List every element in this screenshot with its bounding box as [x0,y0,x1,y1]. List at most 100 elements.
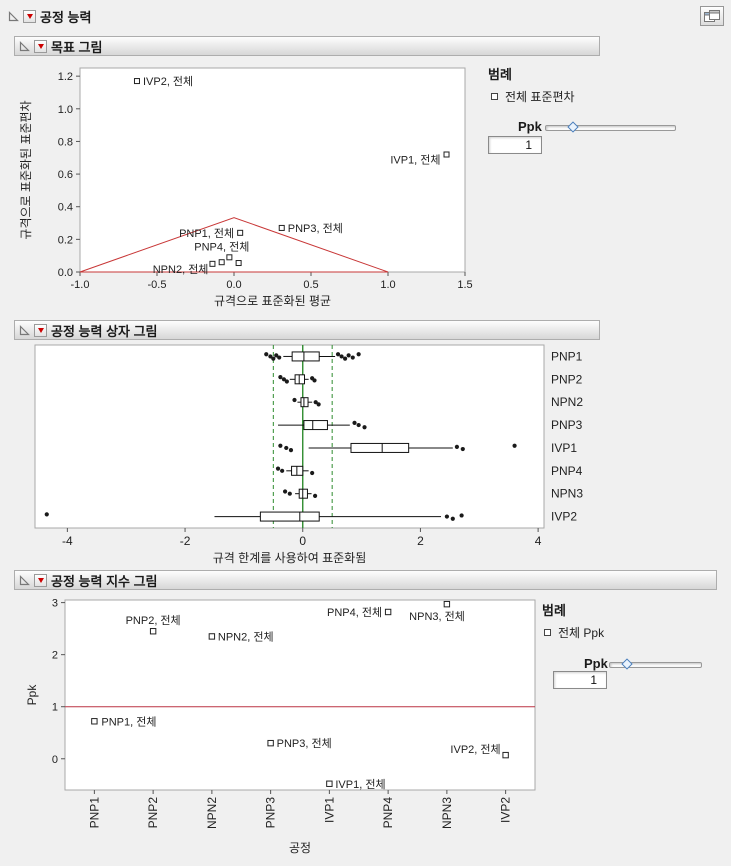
outlier-point[interactable] [312,378,317,383]
outlier-point[interactable] [288,448,294,453]
point-marker-PNP2[interactable] [218,259,225,266]
outlier-point[interactable] [352,420,357,425]
disclosure-triangle-icon[interactable] [19,324,30,336]
ppk-index-plot[interactable]: 0 1 2 3 Ppk PNP1 PNP2 NPN2 PNP3 IVP1 PNP4 NPN3 IVP2 P… [14,592,584,864]
outlier-point[interactable] [271,356,276,361]
point-label-PNP1: PNP1, 전체 [101,715,156,728]
outlier-point[interactable] [44,512,49,517]
y-axis-title: Ppk [25,684,39,706]
y-tick-label: 1 [52,702,58,714]
plot-frame[interactable] [79,67,466,273]
outlier-point[interactable] [362,425,367,430]
plot-frame[interactable] [64,599,536,791]
box-PNP2[interactable] [294,374,306,385]
red-triangle-menu-icon[interactable] [34,323,47,337]
point-marker-PNP1[interactable] [237,229,244,236]
outlier-point[interactable] [316,402,321,407]
point-marker-PNP3[interactable] [278,224,285,231]
outlier-point[interactable] [275,466,281,471]
legend-item-overall-stddev[interactable]: 전체 표준편차 [491,88,575,105]
disclosure-triangle-icon[interactable] [19,40,30,52]
x-tick-label-IVP1: IVP1 [322,797,336,823]
box-IVP1[interactable] [350,442,410,453]
ppk-slider[interactable] [609,657,702,671]
box-NPN2[interactable] [300,397,309,408]
outlier-point[interactable] [313,400,318,405]
red-triangle-menu-icon[interactable] [23,9,36,23]
outlier-point[interactable] [454,444,460,449]
x-tick-label: 4 [535,534,542,548]
point-marker-NPN3[interactable] [443,600,451,608]
capability-box-plot[interactable]: PNP1 PNP2 NPN2 PNP3 IVP1 PNP4 NPN3 IVP2 -4 -2 0 2 4 규… [14,344,584,568]
journal-window-icon[interactable] [700,6,724,26]
outlier-point[interactable] [284,445,289,451]
outlier-point[interactable] [339,354,344,359]
outlier-point[interactable] [346,353,351,358]
outlier-point[interactable] [278,375,283,380]
outlier-point[interactable] [356,422,361,428]
point-marker-IVP1[interactable] [443,151,450,158]
category-label-IVP1: IVP1 [551,441,577,455]
outlier-point[interactable] [287,491,292,496]
outlier-point[interactable] [280,468,285,473]
box-PNP3[interactable] [303,420,328,431]
point-marker-PNP1[interactable] [91,718,98,725]
outlier-point[interactable] [335,352,341,357]
point-marker-PNP4[interactable] [226,254,233,261]
outlier-point[interactable] [282,489,288,494]
point-marker-NPN3[interactable] [235,260,242,267]
point-marker-PNP4[interactable] [384,608,392,616]
point-marker-NPN2[interactable] [209,260,216,267]
outlier-point[interactable] [350,355,355,360]
outlier-point[interactable] [459,513,464,518]
outlier-point[interactable] [277,355,282,360]
ppk-slider[interactable] [545,120,676,134]
box-IVP2[interactable] [259,511,320,522]
section-title-box-plots: 공정 능력 상자 그림 [51,323,158,339]
disclosure-triangle-icon[interactable] [19,574,30,586]
x-tick-label-PNP1: PNP1 [87,797,101,829]
slider-track[interactable] [609,662,702,668]
point-marker-PNP3[interactable] [267,739,274,747]
outlier-point[interactable] [450,516,455,521]
x-tick-label-PNP2: PNP2 [146,797,160,829]
plot-frame[interactable] [34,344,545,529]
x-tick-label: 1.0 [380,279,395,291]
box-PNP1[interactable] [291,351,320,362]
point-marker-NPN2[interactable] [208,633,216,640]
outlier-point[interactable] [274,353,279,358]
goal-plot[interactable]: -1.0 -0.5 0.0 0.5 1.0 1.5 0.0 0.2 0.4 0.6 0.8 1.0 1.… [14,58,584,310]
red-triangle-menu-icon[interactable] [34,39,47,53]
report-title: 공정 능력 [40,9,92,25]
outlier-point[interactable] [444,514,450,519]
red-triangle-menu-icon[interactable] [34,573,47,587]
outlier-point[interactable] [281,377,287,382]
outlier-point[interactable] [278,443,283,448]
outlier-point[interactable] [343,356,348,361]
outlier-point[interactable] [284,379,289,384]
outlier-point[interactable] [312,493,318,498]
y-tick-label: 0.6 [58,169,73,181]
legend-item-overall-ppk[interactable]: 전체 Ppk [544,624,604,641]
category-label-IVP2: IVP2 [551,510,577,524]
ppk-value-input[interactable]: 1 [553,671,607,689]
outlier-point[interactable] [292,397,297,403]
point-marker-PNP2[interactable] [149,628,157,635]
disclosure-triangle-icon[interactable] [8,10,19,22]
outlier-point[interactable] [264,352,269,357]
slider-track[interactable] [545,125,676,131]
outlier-point[interactable] [356,352,361,357]
box-NPN3[interactable] [298,488,308,499]
ppk-value-input[interactable]: 1 [488,136,542,154]
x-tick-label: 2 [417,534,424,548]
point-marker-IVP2[interactable] [133,78,140,85]
point-marker-IVP2[interactable] [502,751,509,759]
point-label-NPN2: NPN2, 전체 [153,263,209,276]
category-label-PNP4: PNP4 [551,464,583,478]
outlier-point[interactable] [460,446,465,452]
outlier-point[interactable] [268,354,273,359]
outlier-point[interactable] [512,443,517,448]
point-marker-IVP1[interactable] [326,780,333,787]
outlier-point[interactable] [310,470,315,476]
